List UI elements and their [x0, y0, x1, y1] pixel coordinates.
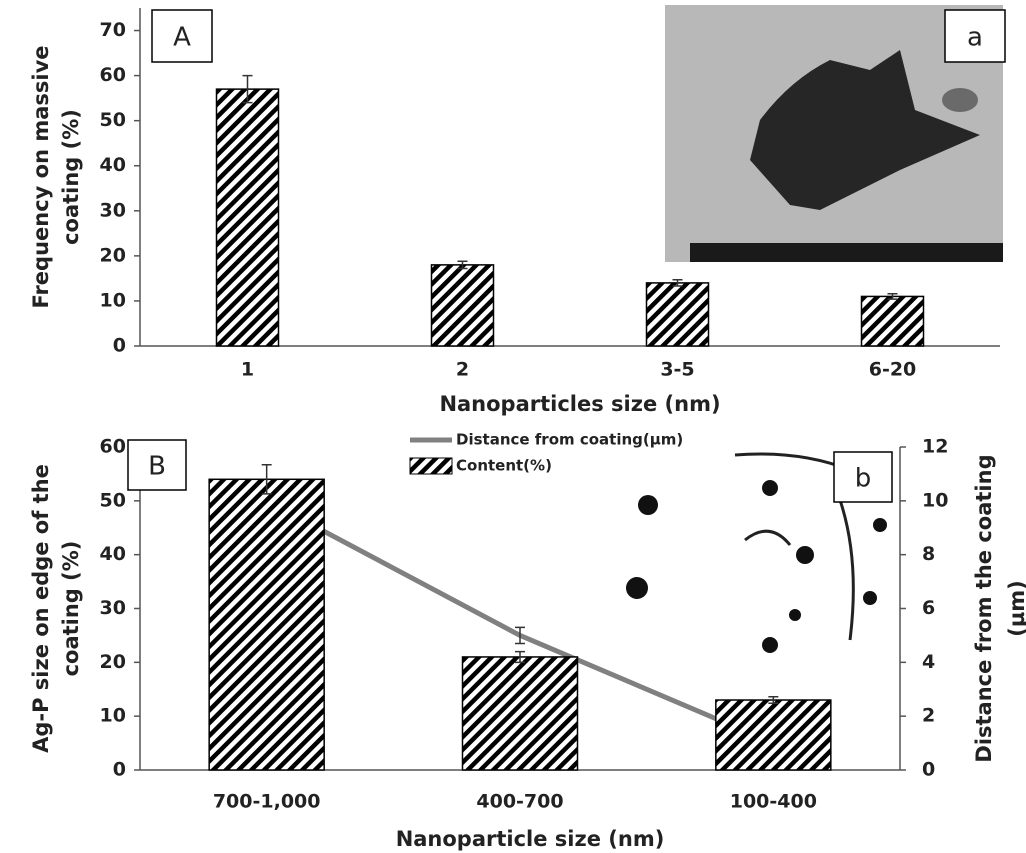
panel-label: a	[967, 23, 983, 53]
figure: 010203040506070123-56-20Nanoparticles si…	[0, 0, 1026, 853]
panel-label: B	[148, 452, 166, 482]
y-axis-title: Frequency on massive	[29, 45, 53, 308]
y-tick-label: 40	[100, 543, 126, 565]
y2-tick-label: 12	[922, 436, 948, 458]
y-tick-label: 60	[100, 436, 126, 458]
y-tick-label: 0	[113, 335, 126, 357]
x-tick-label: 1	[241, 359, 254, 381]
y2-tick-label: 6	[922, 597, 935, 619]
y-tick-label: 60	[100, 64, 126, 86]
y2-axis-title: Distance from the coating	[972, 454, 996, 762]
y-tick-label: 50	[100, 109, 126, 131]
x-tick-label: 400-700	[476, 791, 563, 813]
legend-swatch	[410, 458, 452, 474]
bar	[432, 265, 494, 346]
y-tick-label: 10	[100, 289, 126, 311]
bar	[463, 657, 578, 770]
x-tick-label: 700-1,000	[213, 791, 321, 813]
x-tick-label: 2	[456, 359, 469, 381]
legend-label: Distance from coating(µm)	[456, 431, 683, 449]
x-axis-title: Nanoparticles size (nm)	[439, 392, 720, 416]
legend-label: Content(%)	[456, 457, 552, 475]
y-tick-label: 40	[100, 154, 126, 176]
y2-tick-label: 2	[922, 705, 935, 727]
y-tick-label: 30	[100, 597, 126, 619]
bar	[716, 700, 831, 770]
bar	[647, 283, 709, 346]
x-tick-label: 100-400	[730, 791, 817, 813]
y2-tick-label: 8	[922, 543, 935, 565]
x-tick-label: 6-20	[869, 359, 917, 381]
panel-label: A	[173, 23, 191, 53]
y-tick-label: 20	[100, 651, 126, 673]
y-axis-title: coating (%)	[59, 109, 83, 245]
y-axis-title: coating (%)	[59, 541, 83, 677]
y2-axis-title: (µm)	[1005, 580, 1026, 637]
bar	[217, 89, 279, 346]
y-tick-label: 70	[100, 19, 126, 41]
y2-tick-label: 10	[922, 489, 948, 511]
y-tick-label: 50	[100, 489, 126, 511]
bar	[209, 479, 324, 770]
y-tick-label: 10	[100, 705, 126, 727]
y2-tick-label: 4	[922, 651, 935, 673]
y-axis-title: Ag-P size on edge of the	[29, 464, 53, 753]
y-tick-label: 20	[100, 244, 126, 266]
x-axis-title: Nanoparticle size (nm)	[396, 827, 665, 851]
bar	[862, 296, 924, 346]
panel-label: b	[855, 464, 872, 494]
x-tick-label: 3-5	[660, 359, 694, 381]
y-tick-label: 0	[113, 759, 126, 781]
y2-tick-label: 0	[922, 759, 935, 781]
y-tick-label: 30	[100, 199, 126, 221]
